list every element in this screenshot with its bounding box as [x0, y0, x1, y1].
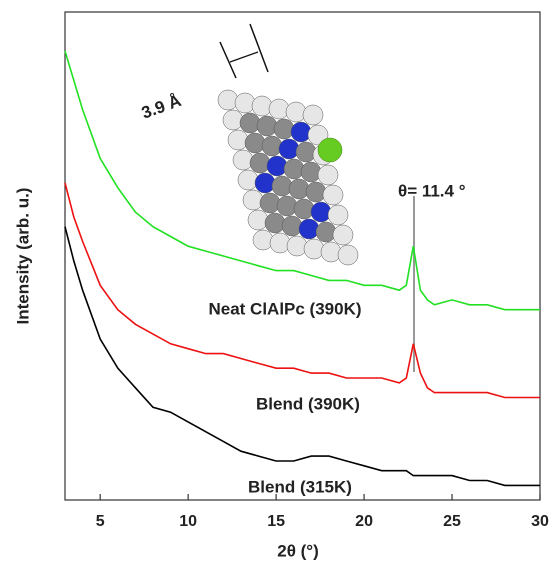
atom	[264, 212, 286, 234]
atom	[310, 201, 332, 223]
atom	[269, 232, 291, 254]
peak-annotation: θ= 11.4 °	[398, 181, 466, 200]
atom	[252, 229, 274, 251]
plot-frame	[64, 11, 541, 501]
x-tick-label: 30	[531, 513, 549, 530]
atom	[237, 169, 259, 191]
atom	[261, 135, 283, 157]
atom	[227, 129, 249, 151]
dimension-label: 3.9 Å	[139, 91, 184, 123]
series-label: Blend (390K)	[256, 394, 360, 413]
y-axis-label: Intensity (arb. u.)	[13, 188, 32, 325]
atom	[232, 149, 254, 171]
atom	[249, 152, 271, 174]
atom	[251, 95, 273, 117]
atom	[276, 195, 298, 217]
atom	[234, 92, 256, 114]
atom	[288, 178, 310, 200]
atom	[290, 121, 312, 143]
atom	[286, 235, 308, 257]
dimension-arrow	[229, 51, 259, 63]
atom	[293, 198, 315, 220]
atom	[320, 241, 342, 263]
atom	[298, 218, 320, 240]
series-label: Neat ClAlPc (390K)	[208, 299, 361, 318]
atom	[303, 238, 325, 260]
atom	[271, 175, 293, 197]
series-label: Blend (315K)	[248, 477, 352, 496]
atom	[259, 192, 281, 214]
atom	[337, 244, 359, 266]
x-tick-label: 5	[96, 513, 105, 530]
atom	[317, 137, 343, 163]
data-line	[64, 182, 540, 399]
x-tick-label: 15	[267, 513, 285, 530]
atom	[305, 181, 327, 203]
atom	[273, 118, 295, 140]
molecule-illustration	[217, 89, 359, 266]
atom	[327, 204, 349, 226]
atom	[332, 224, 354, 246]
atom	[285, 101, 307, 123]
atom	[242, 189, 264, 211]
atom	[302, 104, 324, 126]
atom	[283, 158, 305, 180]
atom	[300, 161, 322, 183]
atom	[268, 98, 290, 120]
atom	[278, 138, 300, 160]
atom	[266, 155, 288, 177]
atom	[247, 209, 269, 231]
data-line	[64, 226, 540, 487]
atom	[239, 112, 261, 134]
atom	[295, 141, 317, 163]
atom	[315, 221, 337, 243]
atom	[256, 115, 278, 137]
atom	[281, 215, 303, 237]
x-tick-label: 10	[179, 513, 197, 530]
atom	[322, 184, 344, 206]
atom	[317, 164, 339, 186]
atom	[222, 109, 244, 131]
dimension-line	[219, 41, 237, 79]
dimension-line	[249, 23, 269, 73]
x-axis-label: 2θ (°)	[277, 541, 319, 560]
data-line	[64, 50, 540, 311]
atom	[217, 89, 239, 111]
atom	[254, 172, 276, 194]
x-tick-label: 20	[355, 513, 373, 530]
x-tick-label: 25	[443, 513, 461, 530]
atom	[244, 132, 266, 154]
